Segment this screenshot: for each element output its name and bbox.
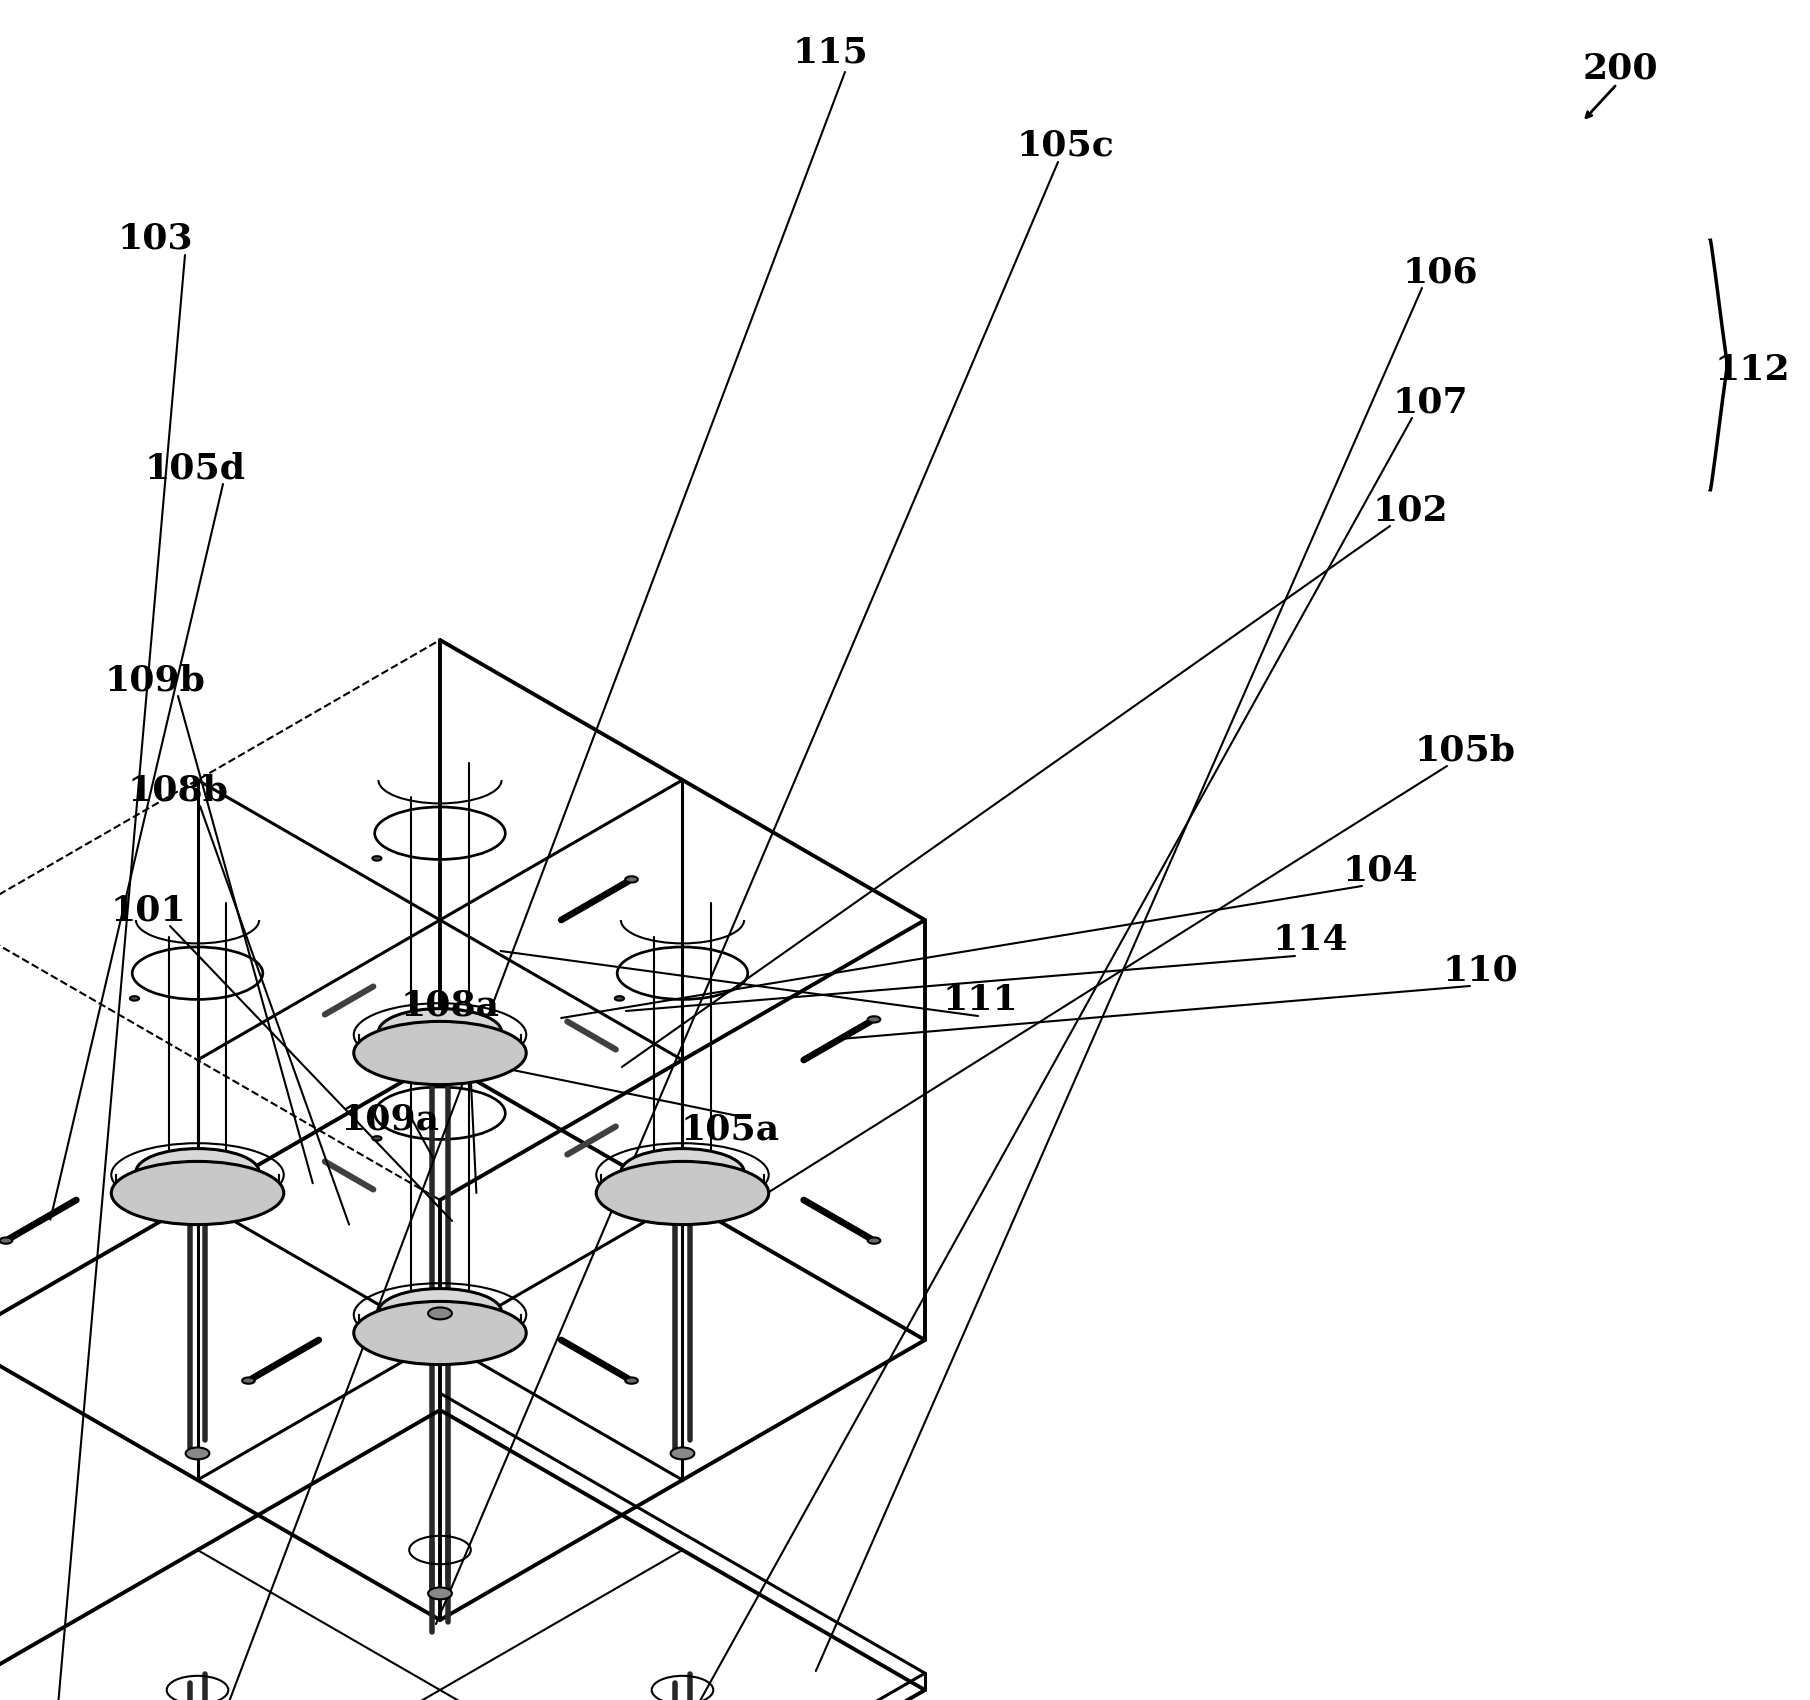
Text: 103: 103 — [118, 221, 194, 255]
Ellipse shape — [624, 1377, 637, 1384]
Text: 104: 104 — [1343, 853, 1417, 887]
Text: 105b: 105b — [1414, 733, 1515, 767]
Text: 106: 106 — [1403, 255, 1477, 289]
Ellipse shape — [621, 1149, 744, 1195]
Text: 102: 102 — [1372, 493, 1448, 527]
Ellipse shape — [353, 1022, 527, 1085]
Text: 105d: 105d — [145, 450, 246, 484]
Ellipse shape — [429, 1307, 452, 1319]
Text: 110: 110 — [1443, 954, 1519, 988]
Text: 108b: 108b — [127, 774, 228, 807]
Text: 107: 107 — [1392, 384, 1468, 418]
Text: 109b: 109b — [105, 663, 206, 697]
Text: 200: 200 — [1582, 51, 1658, 85]
Text: 115: 115 — [793, 36, 867, 70]
Ellipse shape — [130, 996, 139, 1001]
Ellipse shape — [136, 1149, 259, 1195]
Ellipse shape — [867, 1017, 880, 1023]
Text: 108a: 108a — [400, 988, 500, 1022]
Text: 112: 112 — [1714, 354, 1790, 388]
Text: 101: 101 — [110, 892, 186, 926]
Ellipse shape — [110, 1161, 284, 1224]
Ellipse shape — [670, 1447, 695, 1459]
Ellipse shape — [373, 1136, 382, 1141]
Ellipse shape — [353, 1302, 527, 1365]
Ellipse shape — [0, 1238, 13, 1244]
Text: 109a: 109a — [340, 1103, 440, 1137]
Ellipse shape — [624, 876, 637, 882]
Text: 105a: 105a — [681, 1114, 780, 1148]
Text: 105c: 105c — [1015, 128, 1113, 162]
Text: 114: 114 — [1272, 923, 1348, 957]
Ellipse shape — [243, 1377, 255, 1384]
Ellipse shape — [378, 1289, 501, 1336]
Ellipse shape — [429, 1588, 452, 1600]
Ellipse shape — [373, 857, 382, 860]
Ellipse shape — [378, 1008, 501, 1056]
Ellipse shape — [615, 996, 624, 1001]
Ellipse shape — [186, 1447, 210, 1459]
Ellipse shape — [595, 1161, 769, 1224]
Text: 111: 111 — [943, 983, 1017, 1017]
Ellipse shape — [867, 1238, 880, 1244]
